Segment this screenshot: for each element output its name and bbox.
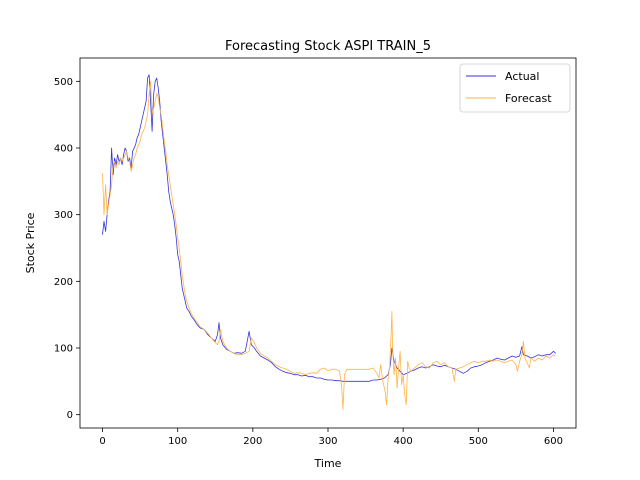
x-axis: 0 100 200 300 400 500 600: [99, 428, 563, 447]
series-layer: [102, 74, 556, 410]
x-tick-label: 200: [243, 436, 262, 447]
chart-title: Forecasting Stock ASPI TRAIN_5: [225, 39, 431, 54]
x-tick-label: 300: [318, 436, 337, 447]
y-tick-label: 100: [54, 344, 73, 355]
legend: Actual Forecast: [459, 63, 571, 113]
legend-label-forecast: Forecast: [505, 92, 552, 105]
y-tick-label: 200: [54, 277, 73, 288]
plot-frame: [79, 57, 577, 429]
y-tick-label: 400: [54, 144, 73, 155]
y-axis-label: Stock Price: [24, 212, 37, 273]
x-axis-label: Time: [314, 457, 342, 470]
x-tick-label: 600: [544, 436, 563, 447]
y-tick-label: 500: [54, 77, 73, 88]
series-line-forecast: [102, 80, 556, 410]
x-tick-label: 400: [394, 436, 413, 447]
x-tick-label: 500: [469, 436, 488, 447]
y-axis: 0 100 200 300 400 500: [54, 77, 80, 421]
series-line-actual: [102, 74, 556, 382]
y-tick-label: 0: [67, 410, 73, 421]
legend-label-actual: Actual: [505, 70, 539, 83]
x-tick-label: 0: [99, 436, 105, 447]
x-tick-label: 100: [168, 436, 187, 447]
y-tick-label: 300: [54, 210, 73, 221]
